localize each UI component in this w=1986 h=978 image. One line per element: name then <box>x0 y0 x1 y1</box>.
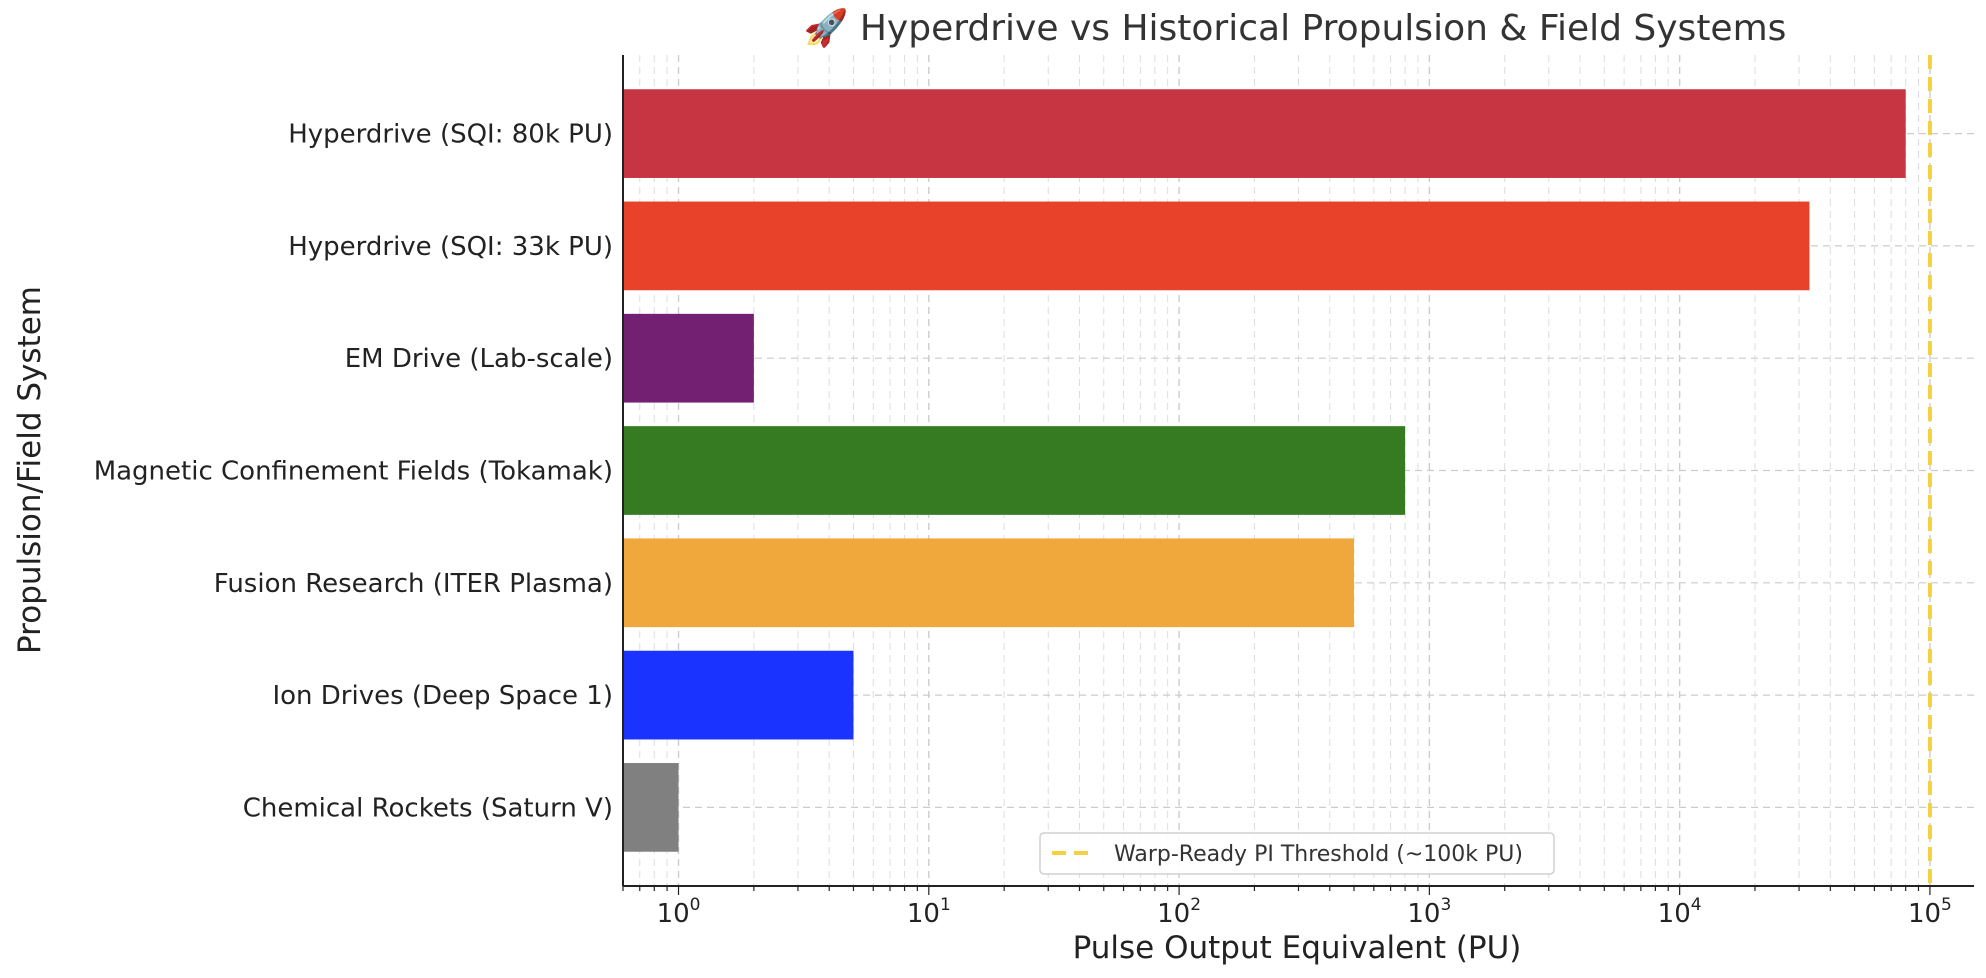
y-tick-labels: Hyperdrive (SQI: 80k PU) Hyperdrive (SQI:… <box>94 120 613 824</box>
x-tick-label: 105 <box>1908 895 1952 929</box>
legend-box <box>1039 832 1555 875</box>
y-tick-label: Magnetic Confinement Fields (Tokamak) <box>94 457 613 487</box>
bars <box>623 89 1906 852</box>
x-tick-label: 103 <box>1407 895 1451 929</box>
x-tick-label: 101 <box>907 895 951 929</box>
bar-6 <box>623 763 679 852</box>
axes <box>622 55 1974 887</box>
y-tick-label: Hyperdrive (SQI: 33k PU) <box>288 232 613 262</box>
y-tick-label: Ion Drives (Deep Space 1) <box>272 681 613 711</box>
x-tick-labels: 100 101 102 103 104 105 <box>657 895 1952 929</box>
bar-5 <box>623 650 854 740</box>
y-tick-label: EM Drive (Lab-scale) <box>345 344 613 374</box>
y-tick-label: Hyperdrive (SQI: 80k PU) <box>288 120 613 150</box>
y-axis-label: Propulsion/Field System <box>12 286 48 654</box>
chart-title: 🚀 Hyperdrive vs Historical Propulsion & … <box>804 7 1787 49</box>
y-tick-label: Chemical Rockets (Saturn V) <box>243 793 613 823</box>
legend-label: Warp-Ready PI Threshold (~100k PU) <box>1114 842 1523 867</box>
x-tick-label: 104 <box>1658 895 1702 929</box>
y-tick-label: Fusion Research (ITER Plasma) <box>214 569 613 599</box>
bar-3 <box>623 426 1406 515</box>
bar-2 <box>623 313 754 403</box>
legend: Warp-Ready PI Threshold (~100k PU) <box>1039 832 1555 875</box>
bar-0 <box>623 89 1906 178</box>
x-tick-label: 102 <box>1157 895 1201 929</box>
x-tick-label: 100 <box>657 895 701 929</box>
x-axis-label: Pulse Output Equivalent (PU) <box>1073 930 1522 966</box>
bar-4 <box>623 538 1355 628</box>
bar-1 <box>623 201 1810 291</box>
